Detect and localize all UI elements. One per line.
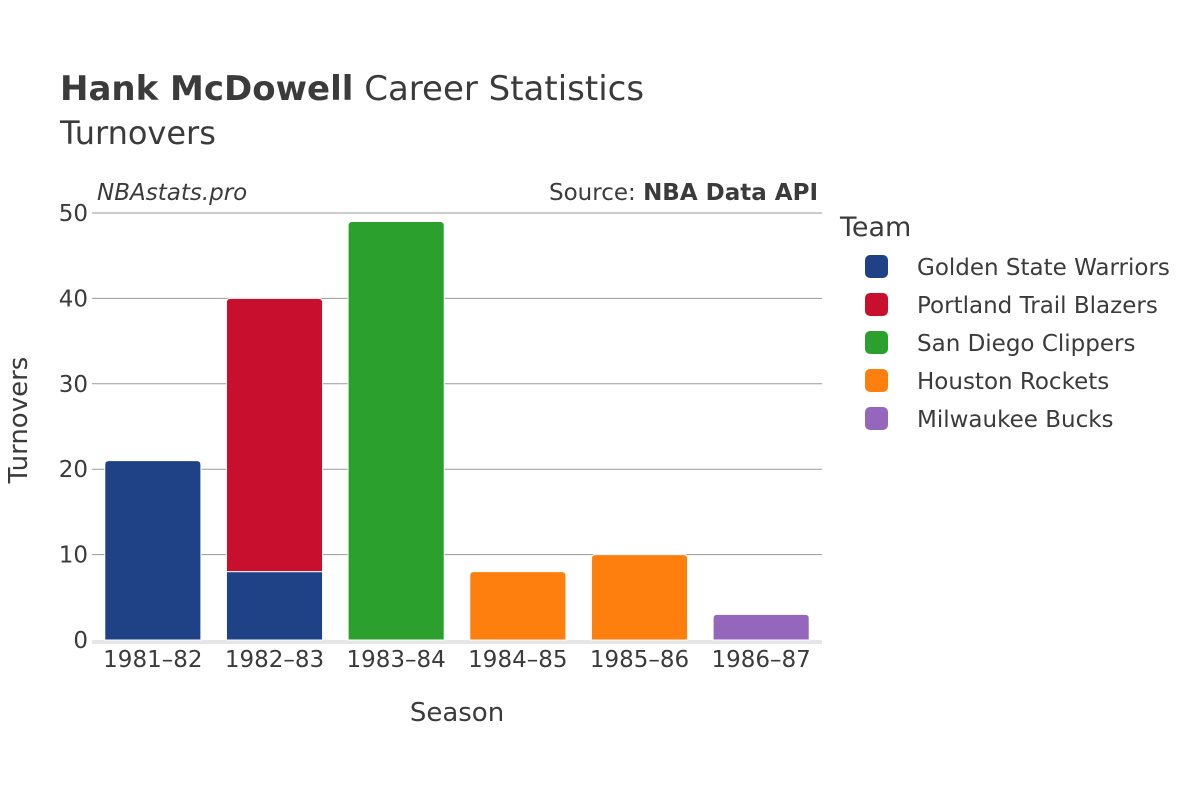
bars	[104, 221, 810, 641]
legend-swatch	[865, 331, 888, 354]
grid-lines	[92, 212, 822, 644]
y-tick-label: 30	[59, 372, 88, 398]
source-credit: Source: NBA Data API	[549, 180, 818, 206]
bar-segment	[347, 221, 445, 641]
title-space	[353, 69, 364, 109]
bar-segment	[225, 297, 324, 573]
bar-segment	[590, 554, 689, 641]
y-tick-label: 10	[59, 543, 88, 569]
x-tick-labels: 1981–82 1982–83 1983–84 1984–85 1985–86 1986–…	[103, 647, 811, 673]
legend-title: Team	[839, 212, 911, 243]
legend-label: Golden State Warriors	[917, 255, 1170, 281]
legend-label: San Diego Clippers	[917, 331, 1135, 357]
x-tick-label: 1981–82	[103, 647, 202, 673]
x-tick-label: 1984–85	[468, 647, 567, 673]
bar-segment	[469, 571, 567, 641]
chart-title: Hank McDowell Career Statistics	[60, 69, 644, 109]
title-player-name: Hank McDowell	[60, 69, 353, 109]
x-tick-label: 1985–86	[590, 647, 689, 673]
bar-segment	[225, 571, 324, 641]
x-axis-label: Season	[410, 698, 504, 728]
x-tick-label: 1982–83	[225, 647, 324, 673]
x-tick-label: 1986–87	[712, 647, 811, 673]
y-tick-labels: 0 10 20 30 40 50	[59, 201, 88, 654]
watermark: NBAstats.pro	[97, 180, 247, 206]
legend-swatch	[865, 293, 888, 316]
bar-segment	[712, 613, 810, 641]
chart-subtitle: Turnovers	[59, 114, 216, 152]
legend-swatch	[865, 255, 888, 278]
legend-swatch	[865, 369, 888, 392]
y-axis-label: Turnovers	[4, 357, 34, 485]
legend-label: Houston Rockets	[917, 369, 1109, 395]
y-tick-label: 50	[59, 201, 88, 227]
legend: Golden State Warriors Portland Trail Blaz…	[865, 255, 1170, 433]
x-tick-label: 1983–84	[347, 647, 446, 673]
y-tick-label: 20	[59, 457, 88, 483]
source-name: NBA Data API	[643, 180, 818, 206]
y-tick-label: 0	[73, 628, 88, 654]
legend-label: Milwaukee Bucks	[917, 407, 1114, 433]
source-prefix: Source:	[549, 180, 643, 206]
legend-swatch	[865, 407, 888, 430]
y-tick-label: 40	[59, 286, 88, 312]
bar-segment	[104, 460, 202, 641]
legend-label: Portland Trail Blazers	[917, 293, 1158, 319]
title-rest: Career Statistics	[364, 69, 644, 109]
